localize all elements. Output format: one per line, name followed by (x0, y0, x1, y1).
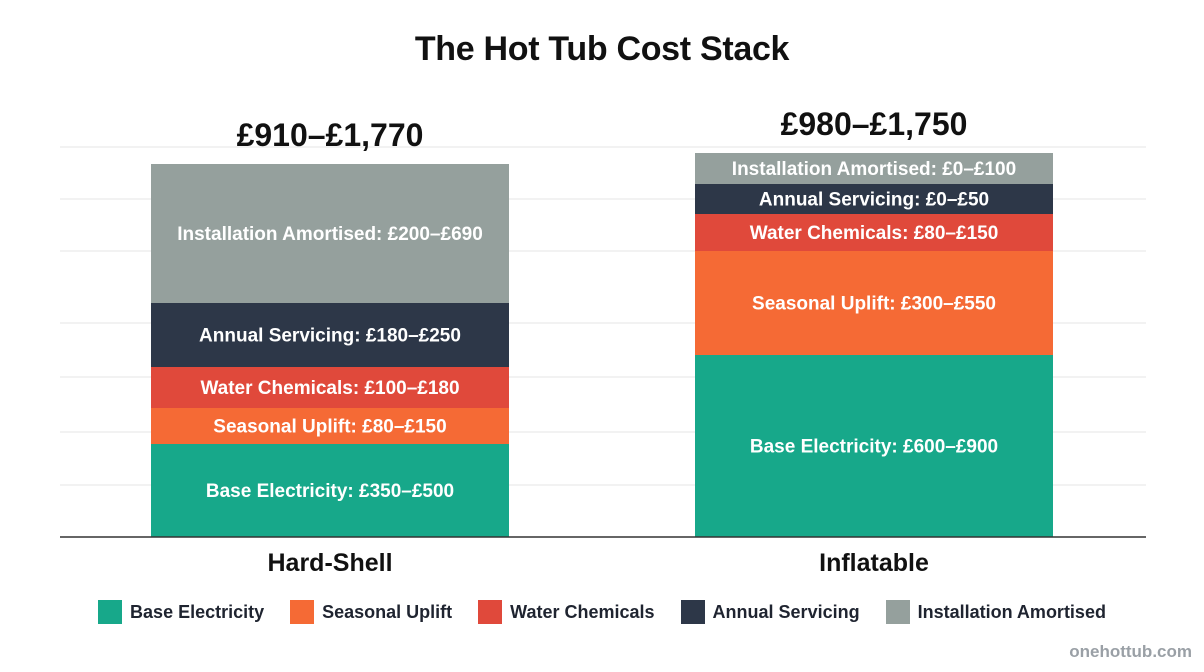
total-label: £980–£1,750 (781, 106, 968, 142)
bar-segment-installation-amortised (151, 164, 509, 303)
segment-label: Installation Amortised: £200–£690 (177, 224, 483, 245)
legend: Base Electricity Seasonal Uplift Water Che… (0, 600, 1204, 624)
bar-segment-seasonal-uplift (151, 408, 509, 444)
bar-segment-seasonal-uplift (695, 251, 1053, 355)
segment-label: Seasonal Uplift: £300–£550 (752, 294, 996, 315)
category-label: Hard-Shell (267, 549, 392, 577)
legend-swatch (885, 600, 910, 624)
segment-label: Base Electricity: £600–£900 (750, 437, 998, 458)
category-label: Inflatable (819, 549, 929, 577)
legend-item: Annual Servicing (680, 600, 860, 624)
segment-label: Installation Amortised: £0–£100 (732, 159, 1016, 180)
legend-item: Water Chemicals (478, 600, 655, 624)
legend-label: Annual Servicing (712, 601, 860, 622)
bar-segment-annual-servicing (695, 184, 1053, 214)
segment-label: Annual Servicing: £0–£50 (759, 190, 989, 211)
segment-label: Annual Servicing: £180–£250 (199, 326, 461, 347)
legend-label: Base Electricity (130, 601, 265, 622)
chart-title: The Hot Tub Cost Stack (414, 30, 790, 68)
bar-segment-water-chemicals (151, 367, 509, 408)
segment-label: Base Electricity: £350–£500 (206, 481, 454, 502)
legend-label: Installation Amortised (917, 601, 1106, 622)
legend-swatch (290, 600, 315, 624)
legend-swatch (478, 600, 503, 624)
bar-segment-annual-servicing (151, 303, 509, 367)
plot-area: Base Electricity: £350–£500 Seasonal Upli… (60, 106, 1146, 577)
total-label: £910–£1,770 (237, 117, 424, 153)
segment-label: Water Chemicals: £80–£150 (750, 223, 999, 244)
bar-segment-base-electricity (695, 355, 1053, 537)
legend-item: Installation Amortised (885, 600, 1106, 624)
legend-swatch (98, 600, 123, 624)
bar-segment-base-electricity (151, 444, 509, 537)
watermark: onehottub.com (1069, 642, 1192, 661)
legend-item: Base Electricity (98, 600, 264, 624)
legend-label: Water Chemicals (510, 601, 655, 622)
segment-label: Water Chemicals: £100–£180 (200, 378, 459, 399)
segment-label: Seasonal Uplift: £80–£150 (213, 417, 446, 438)
bar-segment-installation-amortised (695, 153, 1053, 184)
legend-swatch (680, 600, 705, 624)
legend-label: Seasonal Uplift (322, 601, 453, 622)
bar-segment-water-chemicals (695, 214, 1053, 251)
legend-item: Seasonal Uplift (290, 600, 452, 624)
